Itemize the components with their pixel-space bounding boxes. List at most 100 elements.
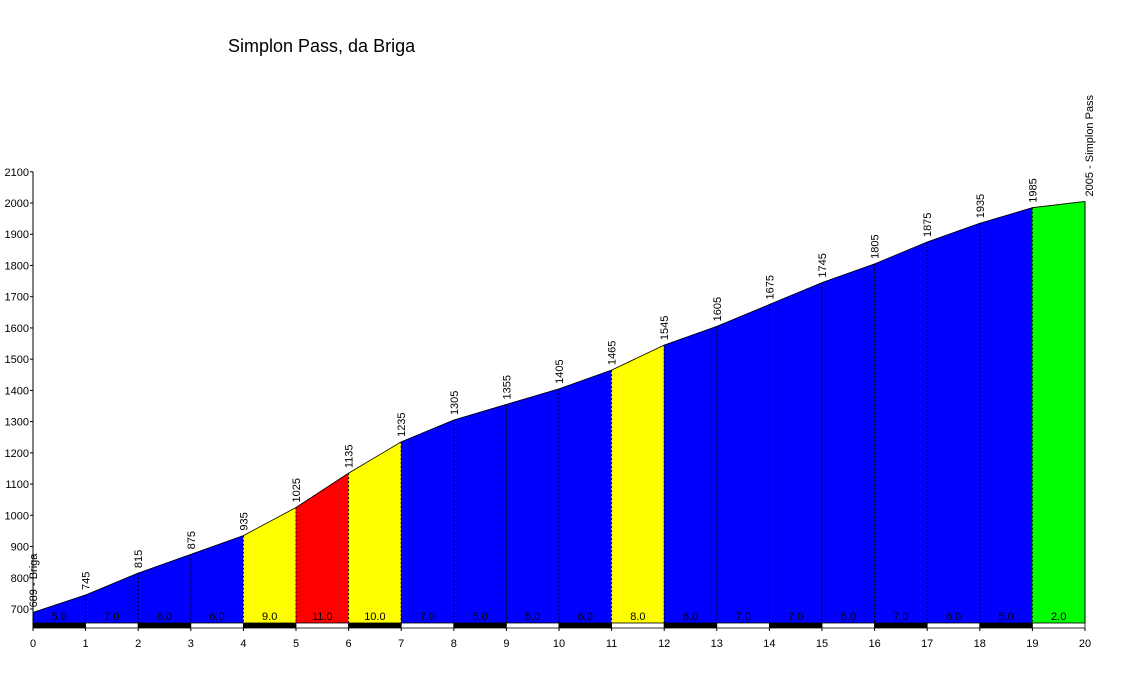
elevation-label: 2005 - Simplon Pass <box>1084 94 1096 196</box>
profile-segment <box>1032 201 1086 624</box>
x-tick-label: 3 <box>188 638 194 650</box>
elevation-label: 1935 <box>975 194 987 218</box>
elevation-label: 1805 <box>870 234 882 258</box>
x-tick-label: 9 <box>503 638 509 650</box>
km-bar-segment <box>453 622 507 629</box>
profile-segment <box>821 263 875 624</box>
x-tick-label: 0 <box>30 638 36 650</box>
elevation-label: 875 <box>186 531 198 549</box>
km-bar-segment <box>1032 622 1086 629</box>
x-tick-label: 1 <box>83 638 89 650</box>
gradient-label: 8.0 <box>630 611 645 623</box>
y-tick-label: 1100 <box>5 479 29 491</box>
x-tick-label: 8 <box>451 638 457 650</box>
profile-segment <box>243 506 297 624</box>
profile-segment <box>611 344 665 624</box>
y-tick-label: 1300 <box>5 417 29 429</box>
profile-segment <box>506 388 560 624</box>
km-bar-segment <box>874 622 928 629</box>
km-bar-segment <box>926 622 981 629</box>
km-bar-segment <box>979 622 1033 629</box>
elevation-label: 935 <box>238 512 250 530</box>
gradient-label: 7.0 <box>104 611 119 623</box>
gradient-label: 7.0 <box>735 611 750 623</box>
elevation-label: 1605 <box>712 297 724 321</box>
km-bar-segment <box>769 622 823 629</box>
y-tick-label: 1200 <box>5 448 29 460</box>
y-tick-label: 2100 <box>5 167 29 179</box>
profile-line <box>32 201 1086 613</box>
axes: 7008009001000110012001300140015001600170… <box>5 167 1092 650</box>
elevation-label: 1985 <box>1027 178 1039 202</box>
km-bar-segment <box>137 622 192 629</box>
y-tick-label: 700 <box>11 604 29 616</box>
elevation-label: 1235 <box>396 412 408 436</box>
gradient-label: 2.0 <box>1051 611 1066 623</box>
x-tick-label: 10 <box>553 638 565 650</box>
x-tick-label: 17 <box>921 638 933 650</box>
km-bar-segment <box>85 622 139 629</box>
x-tick-label: 13 <box>711 638 723 650</box>
elevation-label: 1355 <box>501 375 513 399</box>
gradient-label: 5.0 <box>998 611 1013 623</box>
gradient-label: 7.0 <box>893 611 908 623</box>
gradient-label: 11.0 <box>312 611 333 623</box>
y-tick-label: 800 <box>11 573 29 585</box>
profile-segment <box>874 241 928 624</box>
y-tick-label: 1000 <box>5 510 29 522</box>
km-bar-segment <box>558 622 612 629</box>
km-bar-segment <box>400 622 455 629</box>
elevation-label: 1675 <box>764 275 776 299</box>
y-tick-label: 1400 <box>5 385 29 397</box>
x-tick-label: 16 <box>868 638 880 650</box>
gradient-label: 7.0 <box>788 611 803 623</box>
km-bar-segment <box>190 622 244 629</box>
y-tick-label: 1800 <box>5 260 29 272</box>
x-tick-label: 18 <box>974 638 986 650</box>
x-tick-label: 7 <box>398 638 404 650</box>
x-tick-label: 12 <box>658 638 670 650</box>
km-bar-segment <box>242 622 297 629</box>
elevation-label: 1405 <box>554 359 566 383</box>
elevation-label: 815 <box>133 550 145 568</box>
y-tick-label: 1500 <box>5 354 29 366</box>
profile-segment <box>400 419 455 624</box>
gradient-label: 6.0 <box>157 611 172 623</box>
km-bar-segment <box>821 622 875 629</box>
gradient-label: 5.0 <box>472 611 487 623</box>
km-bar-segment <box>663 622 718 629</box>
km-bar-segment <box>295 622 349 629</box>
elevation-label: 1465 <box>607 341 619 365</box>
elevation-label: 1135 <box>344 444 356 468</box>
profile-segment <box>295 472 349 624</box>
chart-title: Simplon Pass, da Briga <box>228 36 416 56</box>
x-tick-label: 14 <box>763 638 775 650</box>
x-tick-label: 4 <box>240 638 246 650</box>
elevation-label: 1745 <box>817 253 829 277</box>
x-tick-label: 2 <box>135 638 141 650</box>
profile-segment <box>716 304 770 624</box>
gradient-label: 5.0 <box>52 611 67 623</box>
profile-segment <box>348 441 402 624</box>
x-tick-label: 6 <box>346 638 352 650</box>
profile-segment <box>190 535 244 624</box>
profile-segment <box>453 404 507 624</box>
x-tick-label: 19 <box>1026 638 1038 650</box>
gradient-label: 10.0 <box>364 611 385 623</box>
profile-segments <box>32 201 1086 624</box>
gradient-label: 6.0 <box>578 611 593 623</box>
profile-segment <box>979 207 1033 624</box>
y-tick-label: 900 <box>11 542 29 554</box>
gradient-label: 5.0 <box>525 611 540 623</box>
x-tick-label: 11 <box>606 638 617 650</box>
gradient-label: 7.0 <box>420 611 435 623</box>
elevation-label: 1025 <box>291 478 303 502</box>
gradient-label: 6.0 <box>946 611 961 623</box>
y-tick-label: 1700 <box>5 292 29 304</box>
elevation-label: 689 - Briga <box>28 553 40 608</box>
x-tick-label: 5 <box>293 638 299 650</box>
gradient-label: 6.0 <box>209 611 224 623</box>
elevation-labels: 689 - Briga 745 815 875 935 1025 1135 1235 1305 1… <box>28 94 1096 607</box>
gradient-label: 6.0 <box>683 611 698 623</box>
